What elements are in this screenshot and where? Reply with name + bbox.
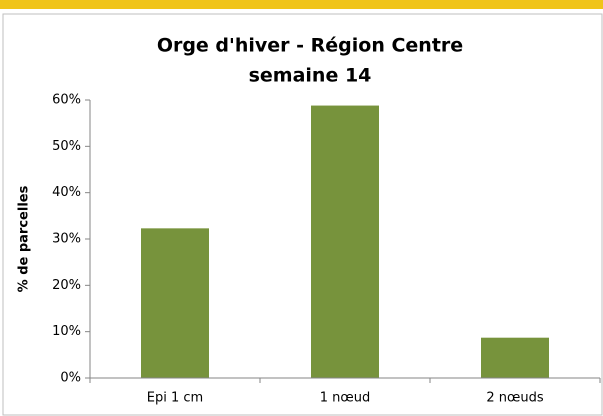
- y-axis-label: % de parcelles: [17, 185, 32, 292]
- y-tick-label: 40%: [52, 185, 81, 200]
- x-tick-label: Epi 1 cm: [147, 391, 203, 406]
- x-tick-label: 1 nœud: [320, 391, 370, 406]
- x-tick-label: 2 nœuds: [486, 391, 543, 406]
- bar: [311, 105, 379, 378]
- y-tick-label: 30%: [52, 232, 81, 247]
- y-tick-label: 10%: [52, 324, 81, 339]
- chart-subtitle: semaine 14: [249, 65, 372, 87]
- y-tick-label: 0%: [60, 371, 81, 386]
- bar: [141, 228, 209, 378]
- bar: [481, 337, 549, 378]
- top-strip: [0, 0, 603, 9]
- y-tick-label: 20%: [52, 278, 81, 293]
- y-tick-label: 60%: [52, 93, 81, 108]
- y-tick-label: 50%: [52, 139, 81, 154]
- chart-title: Orge d'hiver - Région Centre: [157, 35, 463, 57]
